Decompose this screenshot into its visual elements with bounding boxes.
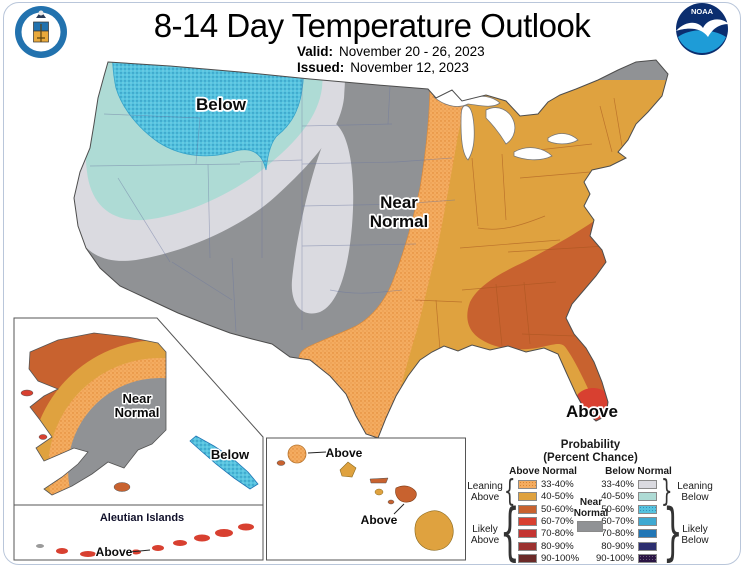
aleutian-inset: Aleutian Islands Above <box>13 504 264 561</box>
region-below-33-40-plains <box>291 123 354 314</box>
label-above-90-100: 90-100% <box>541 552 580 564</box>
swatch-above-90-100 <box>518 553 537 563</box>
legend-below-header: Below Normal <box>605 466 672 477</box>
alaska-inset: Near Normal Below <box>13 317 264 506</box>
alaska-near-label-2: Normal <box>115 405 160 420</box>
legend-above-header: Above Normal <box>509 466 577 477</box>
valid-issued-block: Valid: November 20 - 26, 2023 Issued: Nove… <box>297 44 485 76</box>
valid-label: Valid: <box>297 44 334 59</box>
probability-legend: Probability (Percent Chance) Above Norma… <box>448 425 733 565</box>
hawaii-inset: Above Above <box>266 437 466 561</box>
label-below-40-50: 40-50% <box>601 491 634 503</box>
state-borders-west <box>89 74 456 333</box>
alaska-below-label: Below <box>211 447 250 462</box>
valid-value: November 20 - 26, 2023 <box>339 44 485 59</box>
hawaii-above-label-1: Above <box>326 446 363 460</box>
state-borders-east <box>414 97 623 351</box>
noaa-gull-icon <box>676 19 729 37</box>
issued-label: Issued: <box>297 60 345 75</box>
oahu-island <box>339 461 357 478</box>
lake-michigan <box>460 105 475 161</box>
aleutian-islands-chain <box>36 523 254 557</box>
aleutian-above-pointer <box>129 549 151 553</box>
swatch-above-33-40 <box>518 480 537 489</box>
noaa-logo-wave <box>678 30 726 53</box>
label-below-80-90: 80-90% <box>601 540 634 552</box>
swatch-above-50-60 <box>518 504 537 514</box>
hawaii-above-label-2: Above <box>361 513 398 527</box>
label-above-40-50: 40-50% <box>541 491 574 503</box>
conus-near-label-1: Near <box>380 193 418 212</box>
lanai-island <box>374 488 384 496</box>
swatch-below-40-50 <box>638 492 657 502</box>
niihau-island <box>276 460 286 466</box>
label-below-50-60: 50-60% <box>601 503 634 515</box>
hawaii-above-pointer-2 <box>393 503 405 515</box>
likely-above-group-label: Likely Above <box>470 524 500 546</box>
label-above-60-70: 60-70% <box>541 515 574 527</box>
swatch-above-60-70 <box>518 516 537 526</box>
noaa-logo-text: NOAA <box>691 7 714 16</box>
likely-below-brace: } <box>663 495 683 567</box>
great-lakes <box>433 90 579 161</box>
label-above-33-40: 33-40% <box>541 479 574 490</box>
alaska-near-label-1: Near <box>123 391 152 406</box>
legend-near-label-2: Normal <box>573 508 609 519</box>
likely-below-group-label: Likely Below <box>681 524 709 546</box>
swatch-near-normal <box>577 521 603 532</box>
hawaii-above-pointer-1 <box>307 451 327 454</box>
label-above-50-60: 50-60% <box>541 503 574 515</box>
lake-ontario <box>547 133 579 145</box>
conus-below-label: Below <box>196 95 247 114</box>
swatch-above-80-90 <box>518 541 537 551</box>
lake-erie <box>513 147 553 161</box>
conus-above-label: Above <box>566 402 618 421</box>
swatch-above-70-80 <box>518 529 537 539</box>
commerce-seal <box>15 6 67 58</box>
page-title: 8-14 Day Temperature Outlook <box>153 7 591 44</box>
legend-near-label-1: Near <box>579 497 603 508</box>
big-island <box>414 510 454 551</box>
kahoolawe-island <box>387 499 395 505</box>
leaning-below-brace: } <box>661 474 673 509</box>
issued-value: November 12, 2023 <box>350 60 469 75</box>
label-below-70-80: 70-80% <box>601 528 634 540</box>
conus-near-label-2: Normal <box>370 212 429 231</box>
molokai-island <box>369 477 389 484</box>
label-above-80-90: 80-90% <box>541 540 574 552</box>
likely-above-brace: { <box>500 495 520 567</box>
swatch-below-50-60 <box>638 504 657 514</box>
nunivak-island <box>38 434 48 440</box>
kodiak-island <box>113 482 131 492</box>
swatch-below-33-40 <box>638 480 657 489</box>
swatch-below-60-70 <box>638 516 657 526</box>
swatch-below-80-90 <box>638 541 657 551</box>
leaning-below-group-label: Leaning Below <box>677 481 713 503</box>
label-below-60-70: 60-70% <box>601 515 634 527</box>
label-below-33-40: 33-40% <box>601 479 634 490</box>
noaa-logo: NOAA <box>676 3 729 55</box>
alaska-panhandle-below <box>189 435 259 490</box>
st-lawrence-island <box>20 389 34 397</box>
kauai-island <box>287 444 307 464</box>
swatch-above-40-50 <box>518 492 537 502</box>
valid-line: Valid: November 20 - 26, 2023 <box>297 44 485 60</box>
leaning-above-group-label: Leaning Above <box>467 481 503 503</box>
legend-title-1: Probability <box>560 439 621 451</box>
swatch-below-70-80 <box>638 529 657 539</box>
aleutian-title: Aleutian Islands <box>100 512 184 524</box>
aleutian-above-label: Above <box>96 545 133 559</box>
lake-huron <box>485 107 516 145</box>
label-below-90-100: 90-100% <box>595 552 634 564</box>
issued-line: Issued: November 12, 2023 <box>297 60 485 76</box>
swatch-below-90-100 <box>638 553 657 563</box>
maui-island <box>395 485 417 503</box>
legend-title-2: (Percent Chance) <box>543 452 638 464</box>
label-above-70-80: 70-80% <box>541 528 574 540</box>
leaning-above-brace: { <box>504 474 516 509</box>
